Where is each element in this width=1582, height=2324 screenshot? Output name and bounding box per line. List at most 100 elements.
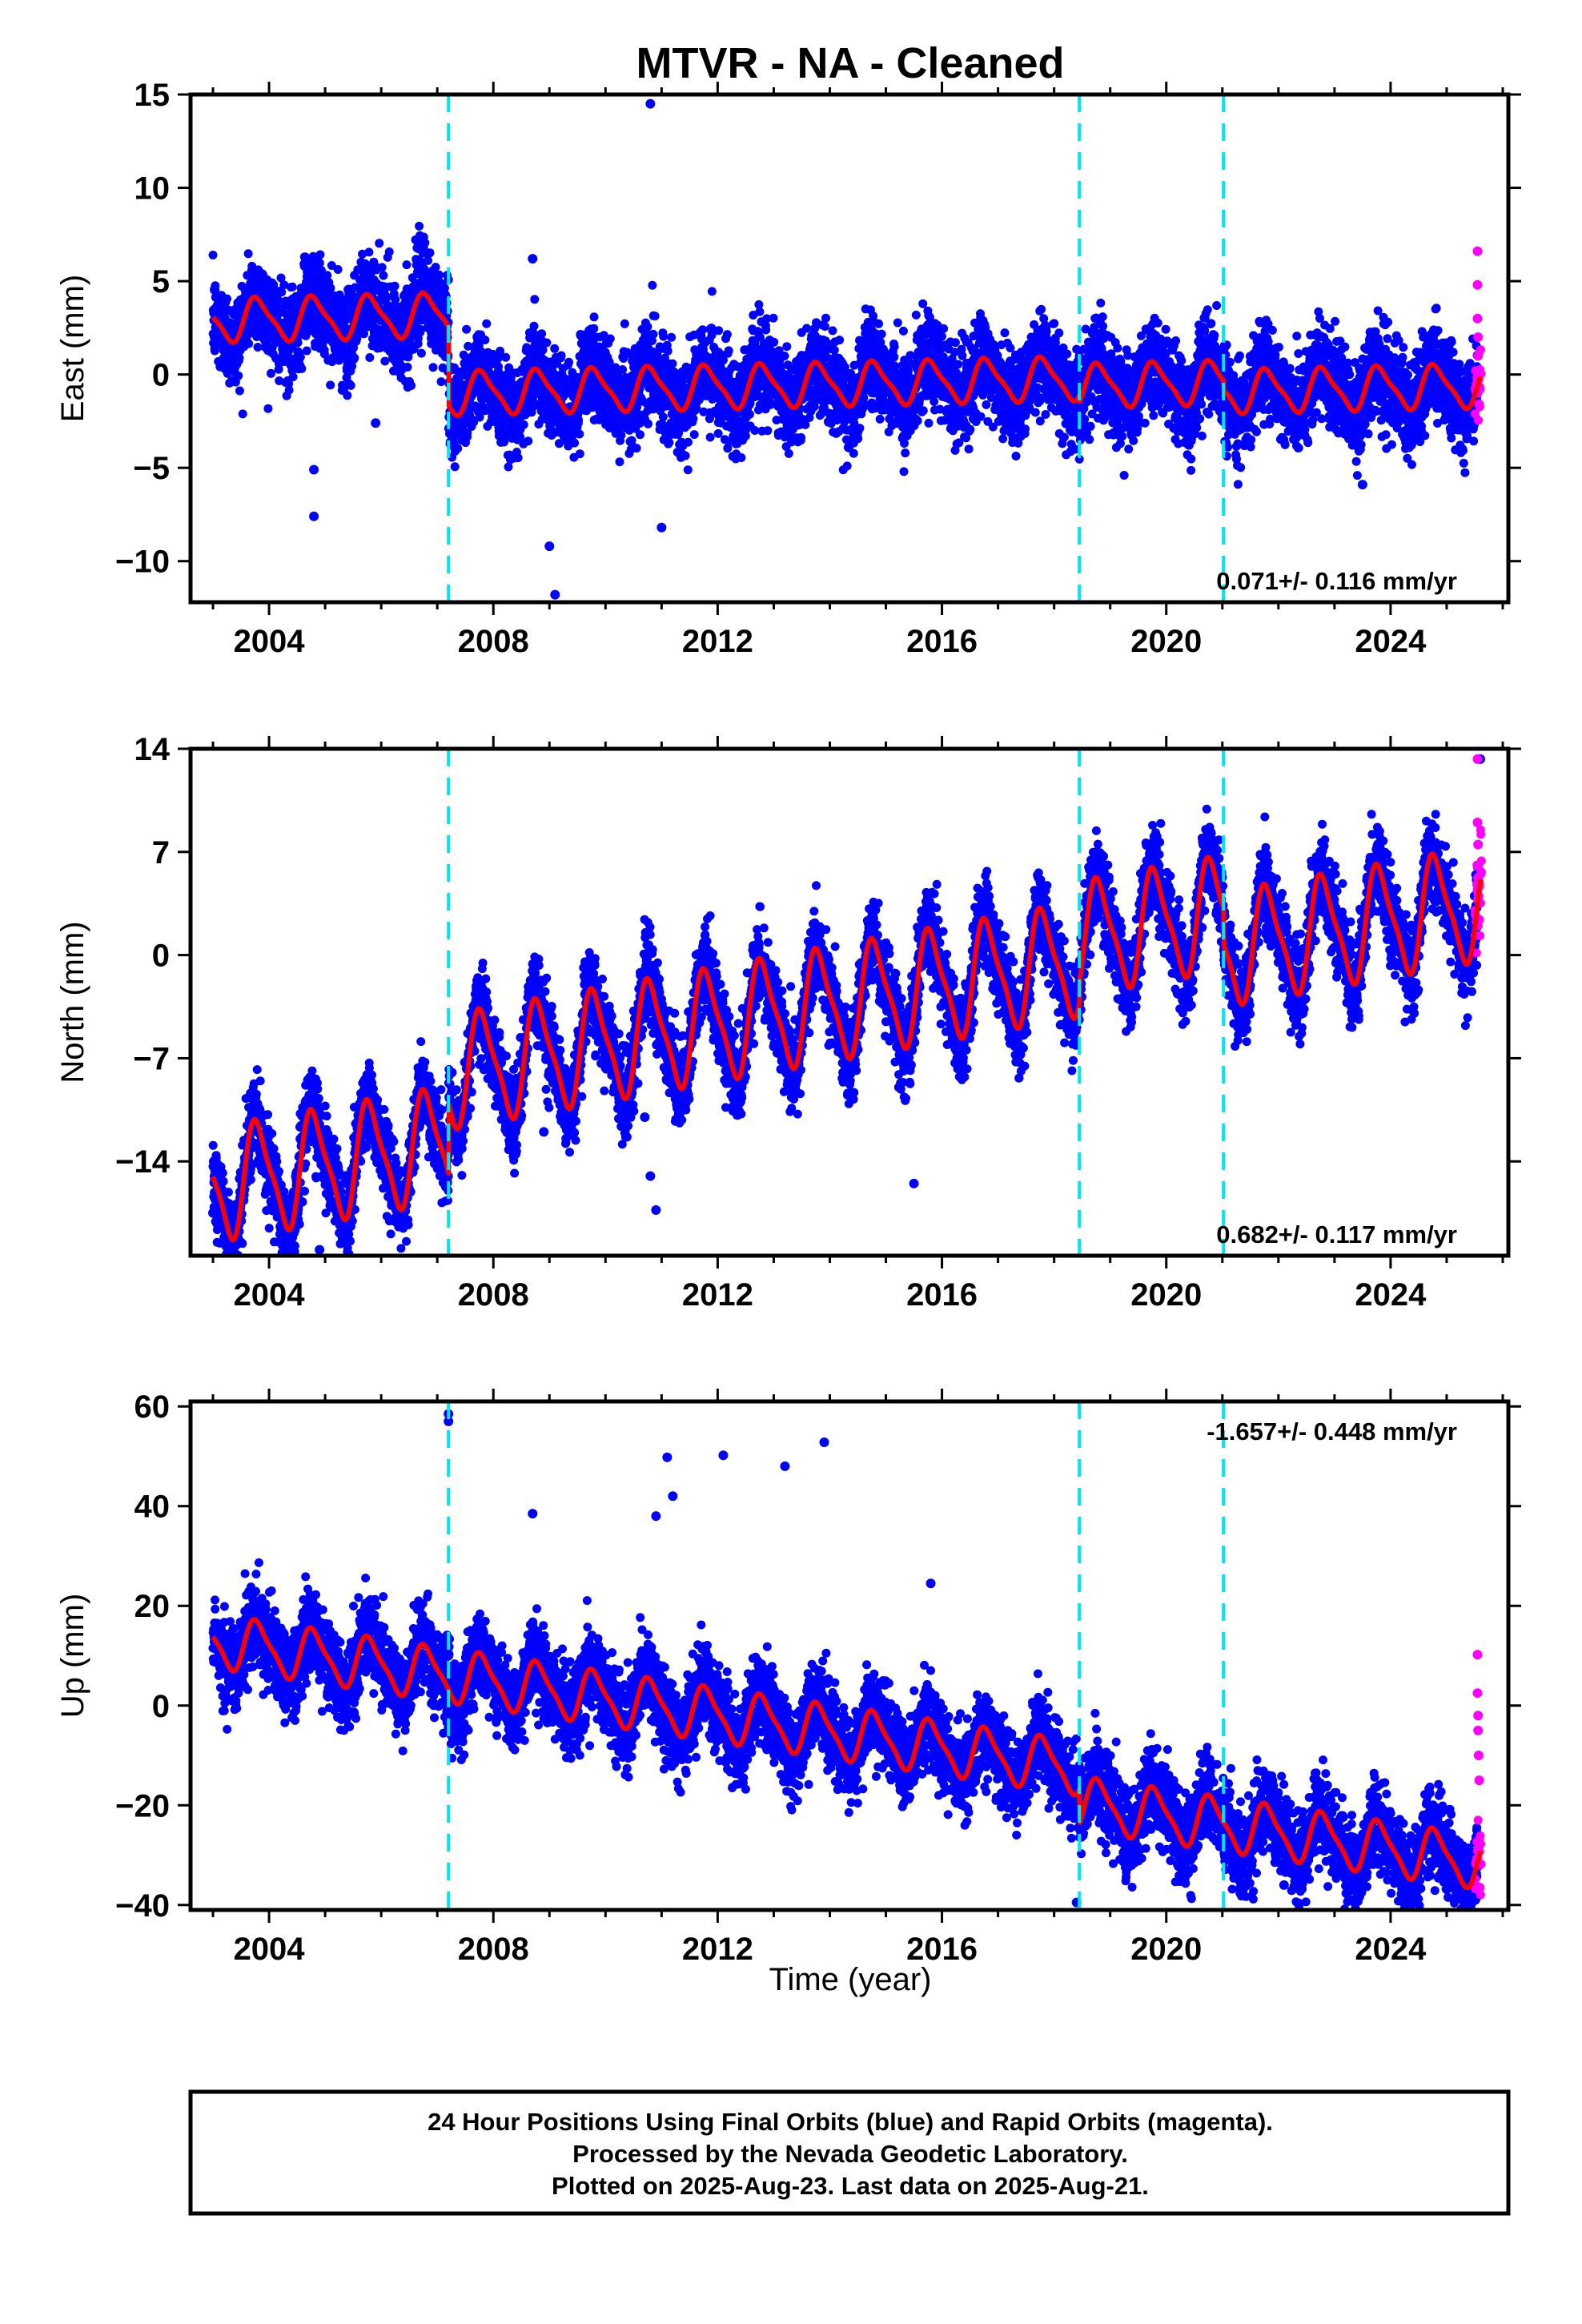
data-point: [383, 292, 391, 302]
data-point: [302, 346, 311, 356]
data-point: [375, 239, 384, 248]
data-point: [575, 429, 584, 439]
data-point: [950, 338, 960, 348]
data-point: [279, 280, 289, 290]
data-point: [326, 380, 335, 390]
data-point: [714, 326, 724, 336]
data-point: [274, 296, 283, 305]
data-point: [938, 332, 946, 341]
data-point: [782, 342, 792, 352]
data-point: [859, 393, 869, 403]
data-point: [519, 420, 528, 429]
data-point: [901, 448, 910, 458]
data-point: [425, 248, 435, 258]
data-point: [763, 426, 773, 436]
data-point: [463, 428, 472, 437]
data-point: [874, 319, 883, 328]
data-point: [797, 432, 805, 442]
data-point: [223, 294, 231, 304]
data-point: [293, 338, 303, 348]
data-point: [889, 342, 899, 352]
data-point: [333, 265, 343, 274]
data-point: [384, 247, 394, 256]
data-point: [436, 377, 446, 387]
data-point: [564, 357, 573, 367]
data-point: [821, 313, 830, 323]
data-point: [918, 406, 928, 416]
data-point: [211, 281, 220, 291]
data-point: [501, 352, 511, 362]
data-point: [352, 334, 362, 344]
data-point: [350, 353, 359, 363]
data-point: [297, 364, 307, 373]
data-point: [440, 283, 449, 293]
data-point: [550, 344, 560, 353]
data-point: [462, 324, 472, 334]
data-point: [918, 299, 928, 308]
data-point: [424, 255, 432, 265]
data-point: [761, 325, 771, 335]
data-point: [277, 287, 287, 297]
data-point: [769, 313, 778, 323]
data-point: [877, 329, 886, 339]
data-point: [976, 412, 986, 421]
data-point: [913, 416, 922, 425]
data-point: [326, 283, 335, 293]
data-point: [403, 362, 412, 372]
data-point: [713, 428, 723, 438]
data-point: [416, 348, 426, 358]
data-point: [379, 271, 388, 280]
data-point: [402, 260, 412, 270]
data-point: [469, 417, 479, 427]
data-point: [665, 438, 674, 448]
data-point: [575, 449, 584, 459]
data-point: [911, 310, 921, 320]
data-point: [496, 346, 505, 356]
data-point: [780, 352, 789, 360]
data-point: [316, 266, 326, 275]
data-point: [208, 251, 218, 259]
data-point: [380, 356, 390, 366]
data-point: [589, 324, 599, 333]
data-point: [323, 271, 332, 280]
data-point: [802, 324, 812, 333]
data-point: [924, 418, 934, 428]
data-point: [235, 386, 244, 396]
data-point: [644, 419, 652, 428]
data-point: [784, 448, 793, 458]
data-point: [954, 360, 963, 369]
data-point: [648, 280, 657, 290]
data-point: [428, 363, 438, 372]
data-point: [431, 263, 440, 272]
data-point: [407, 381, 416, 390]
data-point: [900, 439, 909, 448]
data-point: [480, 336, 490, 344]
data-point: [643, 322, 652, 332]
data-point: [358, 249, 367, 259]
data-point: [450, 462, 460, 472]
data-point: [315, 250, 325, 259]
data-point: [364, 247, 374, 257]
data-point: [632, 444, 641, 453]
data-point: [530, 295, 540, 304]
data-point: [475, 412, 484, 422]
data-point: [964, 444, 974, 454]
data-point: [287, 282, 297, 292]
data-point: [453, 444, 463, 453]
data-point: [966, 424, 975, 434]
data-point: [722, 330, 732, 340]
data-point: [737, 453, 746, 462]
data-point: [648, 329, 658, 339]
data-point: [244, 339, 254, 348]
data-point: [745, 409, 754, 419]
plot-area: [208, 99, 1486, 600]
data-point: [295, 352, 305, 362]
data-point: [930, 396, 939, 406]
data-point: [705, 432, 715, 442]
data-point: [899, 467, 909, 476]
data-point: [416, 325, 425, 334]
data-point: [689, 414, 698, 424]
data-point: [319, 349, 329, 359]
